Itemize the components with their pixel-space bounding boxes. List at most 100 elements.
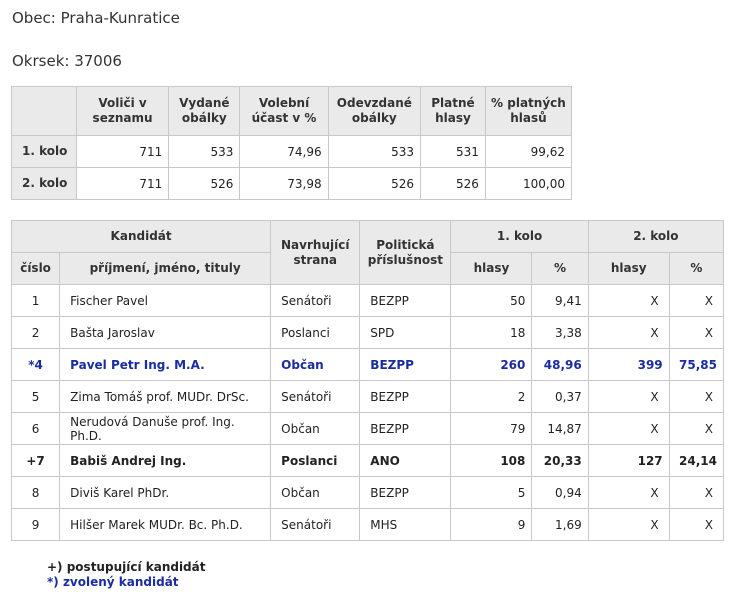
okrsek-heading: Okrsek: 37006	[12, 52, 122, 70]
candidate-party: Senátoři	[270, 508, 361, 541]
round1-percent: 3,38	[531, 316, 589, 349]
round2-votes: X	[587, 412, 670, 445]
summary-cell: 531	[420, 135, 486, 168]
summary-header-row: Voliči v seznamu Vydané obálky Volební ú…	[11, 86, 573, 136]
round2-percent: X	[668, 284, 725, 317]
candidate-name: Hilšer Marek MUDr. Bc. Ph.D.	[59, 508, 272, 541]
summary-cell: 533	[327, 135, 422, 168]
candidate-number: 8	[10, 476, 61, 509]
summary-header-platne: Platné hlasy	[420, 86, 486, 136]
results-header-hlasy-1: hlasy	[450, 252, 533, 285]
obec-heading: Obec: Praha-Kunratice	[12, 9, 180, 27]
candidate-affiliation: BEZPP	[359, 412, 452, 445]
round1-percent: 1,69	[531, 508, 589, 541]
candidate-affiliation: BEZPP	[359, 348, 452, 381]
summary-row-kolo-1: 1. kolo 711 533 74,96 533 531 99,62	[11, 135, 573, 168]
summary-header-pct-platnych: % platných hlasů	[484, 86, 573, 136]
candidate-row: 2 Bašta Jaroslav Poslanci SPD 18 3,38 X …	[10, 316, 725, 349]
summary-cell: 526	[168, 167, 241, 200]
round1-percent: 0,94	[531, 476, 589, 509]
candidate-party: Občan	[270, 412, 361, 445]
candidate-party: Senátoři	[270, 380, 361, 413]
results-header-strana: Navrhující strana	[270, 220, 361, 285]
round2-percent: X	[668, 476, 725, 509]
candidate-affiliation: BEZPP	[359, 284, 452, 317]
candidate-row: 6 Nerudová Danuše prof. Ing. Ph.D. Občan…	[10, 412, 725, 445]
candidate-name: Zima Tomáš prof. MUDr. DrSc.	[59, 380, 272, 413]
candidate-row: 8 Diviš Karel PhDr. Občan BEZPP 5 0,94 X…	[10, 476, 725, 509]
round2-percent: 24,14	[668, 444, 725, 477]
results-header-row-2: číslo příjmení, jméno, tituly hlasy % hl…	[10, 252, 725, 285]
summary-row-label: 2. kolo	[11, 167, 77, 200]
candidate-row: 9 Hilšer Marek MUDr. Bc. Ph.D. Senátoři …	[10, 508, 725, 541]
summary-cell: 711	[75, 167, 170, 200]
round2-percent: 75,85	[668, 348, 725, 381]
round2-percent: X	[668, 508, 725, 541]
results-header-prislusnost: Politická příslušnost	[359, 220, 452, 285]
candidate-party: Senátoři	[270, 284, 361, 317]
round1-percent: 48,96	[531, 348, 589, 381]
candidate-name: Fischer Pavel	[59, 284, 272, 317]
summary-cell: 100,00	[484, 167, 573, 200]
round2-votes: 399	[587, 348, 670, 381]
candidate-party: Poslanci	[270, 316, 361, 349]
candidate-affiliation: MHS	[359, 508, 452, 541]
round2-votes: X	[587, 476, 670, 509]
results-header-kandidat: Kandidát	[10, 220, 272, 253]
summary-row-kolo-2: 2. kolo 711 526 73,98 526 526 100,00	[11, 167, 573, 200]
round1-votes: 2	[450, 380, 533, 413]
summary-header-odevzdane: Odevzdané obálky	[327, 86, 422, 136]
candidate-number: 5	[10, 380, 61, 413]
summary-cell: 73,98	[239, 167, 329, 200]
candidate-name: Nerudová Danuše prof. Ing. Ph.D.	[59, 412, 272, 445]
summary-cell: 99,62	[484, 135, 573, 168]
summary-header-vydane: Vydané obálky	[168, 86, 241, 136]
round1-percent: 9,41	[531, 284, 589, 317]
candidate-number: *4	[10, 348, 61, 381]
candidate-affiliation: BEZPP	[359, 476, 452, 509]
results-header-kolo-2: 2. kolo	[587, 220, 725, 253]
round1-percent: 14,87	[531, 412, 589, 445]
round2-votes: X	[587, 508, 670, 541]
round1-votes: 9	[450, 508, 533, 541]
round1-votes: 50	[450, 284, 533, 317]
round2-votes: 127	[587, 444, 670, 477]
candidate-number: 9	[10, 508, 61, 541]
round2-votes: X	[587, 380, 670, 413]
round1-votes: 260	[450, 348, 533, 381]
candidate-party: Občan	[270, 348, 361, 381]
results-header-hlasy-2: hlasy	[587, 252, 670, 285]
results-header-jmeno: příjmení, jméno, tituly	[59, 252, 272, 285]
round2-votes: X	[587, 316, 670, 349]
results-header-pct-1: %	[531, 252, 589, 285]
summary-cell: 533	[168, 135, 241, 168]
candidate-row-elected: *4 Pavel Petr Ing. M.A. Občan BEZPP 260 …	[10, 348, 725, 381]
summary-cell: 711	[75, 135, 170, 168]
summary-corner-cell	[11, 86, 77, 136]
candidate-party: Poslanci	[270, 444, 361, 477]
candidate-number: +7	[10, 444, 61, 477]
results-header-row-1: Kandidát Navrhující strana Politická pří…	[10, 220, 725, 285]
results-header-kolo-1: 1. kolo	[450, 220, 589, 253]
summary-header-ucast: Volební účast v %	[239, 86, 329, 136]
candidate-name: Diviš Karel PhDr.	[59, 476, 272, 509]
candidate-row-advancing: +7 Babiš Andrej Ing. Poslanci ANO 108 20…	[10, 444, 725, 477]
candidate-affiliation: SPD	[359, 316, 452, 349]
round1-votes: 5	[450, 476, 533, 509]
legend-elected-candidate: *) zvolený kandidát	[47, 575, 179, 589]
candidate-affiliation: BEZPP	[359, 380, 452, 413]
candidate-affiliation: ANO	[359, 444, 452, 477]
candidate-name: Pavel Petr Ing. M.A.	[59, 348, 272, 381]
round2-percent: X	[668, 316, 725, 349]
summary-cell: 526	[420, 167, 486, 200]
candidate-party: Občan	[270, 476, 361, 509]
results-header-pct-2: %	[668, 252, 725, 285]
round2-percent: X	[668, 380, 725, 413]
candidate-row: 5 Zima Tomáš prof. MUDr. DrSc. Senátoři …	[10, 380, 725, 413]
candidate-number: 1	[10, 284, 61, 317]
round1-percent: 0,37	[531, 380, 589, 413]
results-header-cislo: číslo	[10, 252, 61, 285]
candidate-name: Bašta Jaroslav	[59, 316, 272, 349]
summary-row-label: 1. kolo	[11, 135, 77, 168]
candidate-name: Babiš Andrej Ing.	[59, 444, 272, 477]
